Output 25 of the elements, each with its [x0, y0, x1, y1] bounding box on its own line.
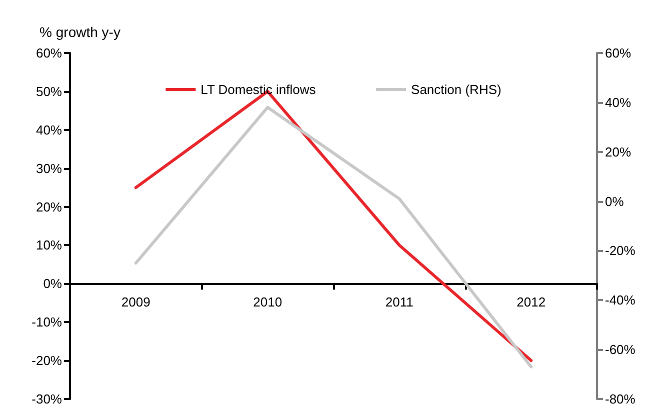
y-tick-label: -20%: [32, 353, 62, 368]
y2-tick-label: -20%: [605, 243, 636, 258]
y-tick-label: 50%: [36, 84, 62, 99]
y-tick-label: 60%: [36, 46, 62, 60]
x-tick-label: 2012: [516, 294, 546, 310]
y2-tick-label: 40%: [605, 94, 632, 110]
x-tick-label: 2011: [385, 294, 414, 310]
y-axis-title: % growth y-y: [40, 24, 120, 40]
y2-tick-label: -40%: [605, 292, 636, 308]
y-tick-label: 10%: [36, 238, 62, 253]
y-tick-label: -30%: [32, 392, 62, 406]
y2-tick-label: 60%: [605, 46, 632, 60]
legend-label: Sanction (RHS): [411, 82, 502, 97]
x-tick-label: 2010: [253, 294, 282, 310]
y2-tick-label: -60%: [605, 342, 636, 358]
y2-tick-label: 0%: [605, 194, 624, 209]
x-tick-label: 2009: [121, 294, 150, 310]
y2-tick-label: 20%: [605, 144, 632, 160]
y-tick-label: 20%: [36, 199, 62, 214]
y-tick-label: 0%: [43, 276, 62, 292]
y-tick-label: -10%: [32, 314, 62, 330]
y-tick-label: 40%: [36, 122, 62, 138]
y-tick-label: 30%: [36, 160, 62, 176]
legend-label: LT Domestic inflows: [200, 82, 316, 97]
y2-tick-label: -80%: [605, 392, 636, 406]
